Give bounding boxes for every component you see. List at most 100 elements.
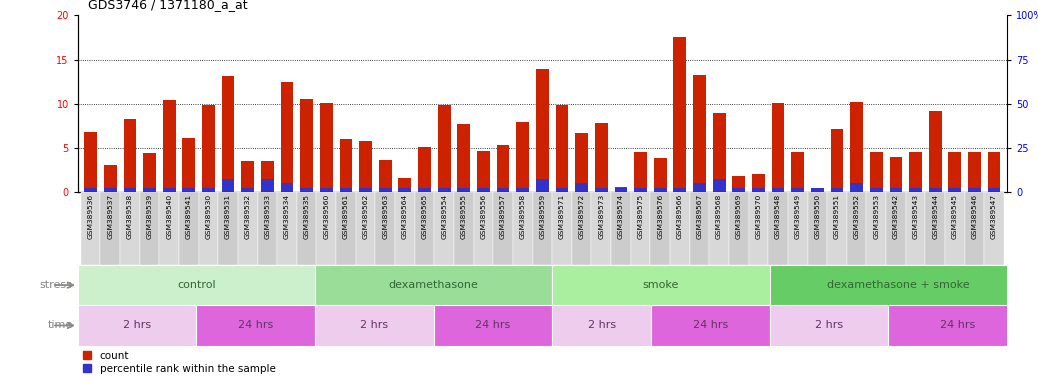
Text: GSM389564: GSM389564: [402, 194, 408, 239]
Bar: [124, 119, 136, 192]
Bar: [889, 305, 1027, 346]
Bar: [552, 305, 651, 346]
Bar: [575, 183, 588, 192]
Bar: [925, 192, 945, 265]
Bar: [890, 188, 902, 192]
Bar: [198, 192, 218, 265]
Text: GSM389559: GSM389559: [540, 194, 545, 239]
Bar: [458, 124, 470, 192]
Bar: [497, 188, 510, 192]
Bar: [222, 76, 235, 192]
Text: GSM389572: GSM389572: [578, 194, 584, 240]
Text: smoke: smoke: [643, 280, 679, 290]
Bar: [771, 188, 785, 192]
Bar: [808, 192, 827, 265]
Text: GSM389565: GSM389565: [421, 194, 428, 239]
Legend: count, percentile rank within the sample: count, percentile rank within the sample: [83, 351, 276, 374]
Bar: [847, 192, 867, 265]
Bar: [160, 192, 179, 265]
Text: 2 hrs: 2 hrs: [360, 320, 388, 331]
Bar: [709, 192, 729, 265]
Text: stress: stress: [39, 280, 73, 290]
Text: GSM389542: GSM389542: [893, 194, 899, 239]
Bar: [454, 192, 473, 265]
Bar: [575, 133, 588, 192]
Bar: [516, 122, 529, 192]
Text: GSM389547: GSM389547: [991, 194, 998, 239]
Bar: [143, 153, 156, 192]
Text: GSM389555: GSM389555: [461, 194, 467, 239]
Bar: [493, 192, 513, 265]
Bar: [218, 192, 238, 265]
Bar: [120, 192, 140, 265]
Bar: [415, 192, 434, 265]
Bar: [516, 188, 529, 192]
Text: GSM389537: GSM389537: [107, 194, 113, 239]
Text: GSM389532: GSM389532: [245, 194, 251, 239]
Bar: [359, 141, 372, 192]
Bar: [434, 305, 552, 346]
Text: GSM389535: GSM389535: [304, 194, 309, 239]
Bar: [320, 188, 333, 192]
Text: GSM389562: GSM389562: [362, 194, 368, 240]
Bar: [909, 152, 922, 192]
Bar: [674, 38, 686, 192]
Bar: [280, 82, 294, 192]
Text: dexamethasone: dexamethasone: [388, 280, 479, 290]
Bar: [513, 192, 532, 265]
Bar: [870, 152, 882, 192]
Text: GSM389576: GSM389576: [657, 194, 663, 240]
Bar: [791, 152, 804, 192]
Text: GSM389568: GSM389568: [716, 194, 722, 240]
Text: 24 hrs: 24 hrs: [475, 320, 511, 331]
Bar: [477, 151, 490, 192]
Text: GSM389540: GSM389540: [166, 194, 172, 239]
Bar: [850, 102, 863, 192]
Text: GSM389530: GSM389530: [206, 194, 212, 239]
Bar: [752, 174, 765, 192]
Bar: [729, 192, 748, 265]
Bar: [890, 157, 902, 192]
Bar: [555, 188, 569, 192]
Text: GSM389571: GSM389571: [559, 194, 565, 240]
Text: GSM389546: GSM389546: [972, 194, 978, 239]
Bar: [379, 188, 391, 192]
Text: 24 hrs: 24 hrs: [238, 320, 273, 331]
Text: GSM389569: GSM389569: [736, 194, 742, 240]
Text: GSM389544: GSM389544: [932, 194, 938, 239]
Text: GSM389573: GSM389573: [598, 194, 604, 239]
Bar: [339, 139, 352, 192]
Bar: [748, 192, 768, 265]
Bar: [280, 183, 294, 192]
Text: dexamethasone + smoke: dexamethasone + smoke: [827, 280, 969, 290]
Bar: [631, 192, 651, 265]
Text: control: control: [177, 280, 216, 290]
Bar: [886, 192, 906, 265]
Bar: [693, 183, 706, 192]
Bar: [261, 161, 274, 192]
Bar: [78, 305, 196, 346]
Bar: [497, 145, 510, 192]
Bar: [359, 188, 372, 192]
Text: GSM389541: GSM389541: [186, 194, 192, 239]
Bar: [242, 188, 254, 192]
Bar: [124, 188, 136, 192]
Bar: [143, 188, 156, 192]
Bar: [140, 192, 160, 265]
Text: GDS3746 / 1371180_a_at: GDS3746 / 1371180_a_at: [88, 0, 248, 12]
Bar: [572, 192, 592, 265]
Bar: [81, 192, 101, 265]
Bar: [183, 138, 195, 192]
Bar: [242, 161, 254, 192]
Bar: [850, 183, 863, 192]
Bar: [733, 176, 745, 192]
Text: 2 hrs: 2 hrs: [815, 320, 843, 331]
Text: GSM389543: GSM389543: [912, 194, 919, 239]
Bar: [336, 192, 356, 265]
Bar: [693, 74, 706, 192]
Bar: [536, 69, 549, 192]
Bar: [418, 147, 431, 192]
Text: GSM389536: GSM389536: [87, 194, 93, 239]
Text: GSM389575: GSM389575: [637, 194, 644, 239]
Bar: [867, 192, 886, 265]
